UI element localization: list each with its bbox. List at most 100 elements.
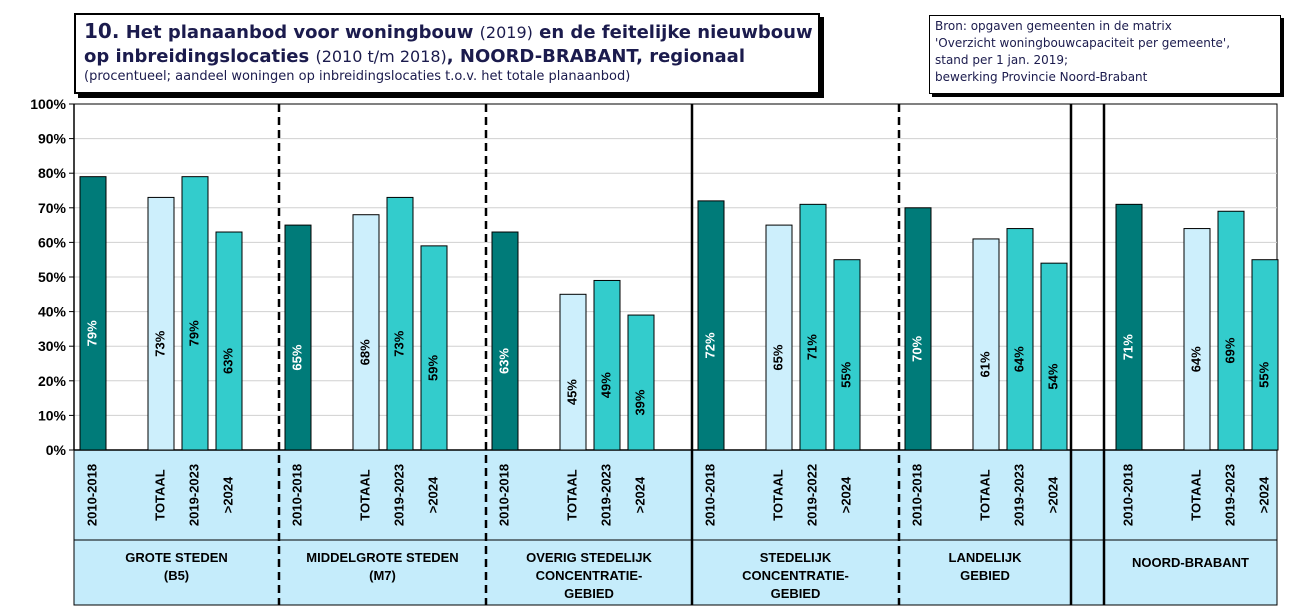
category-label: TOTAAL [770, 469, 785, 521]
category-label: 2010-2018 [702, 464, 717, 526]
category-label: >2024 [1045, 476, 1060, 513]
bar [386, 196, 414, 451]
title-line-1: 10. Het planaanbod voor woningbouw (2019… [84, 19, 813, 45]
bar-value-label: 61% [977, 351, 992, 377]
bar [352, 214, 380, 451]
bar [215, 231, 243, 451]
group-label: GROTE STEDEN [125, 550, 228, 565]
source-line: 'Overzicht woningbouwcapaciteit per geme… [935, 36, 1231, 50]
bar-value-label: 64% [1188, 346, 1203, 372]
y-tick-label: 90% [38, 131, 67, 147]
category-label: TOTAAL [152, 469, 167, 521]
group-label: (B5) [164, 568, 189, 583]
title-part-4: , NOORD-BRABANT, regionaal [446, 46, 746, 67]
category-label: TOTAAL [564, 469, 579, 521]
bar-value-label: 55% [838, 361, 853, 387]
y-tick-label: 40% [38, 304, 67, 320]
title-part-1: Het planaanbod voor woningbouw [125, 22, 474, 43]
bar [1040, 262, 1068, 451]
bar-value-label: 59% [425, 354, 440, 380]
category-label: 2019-2022 [804, 464, 819, 526]
y-tick-label: 80% [38, 165, 67, 181]
title-year-2: (2010 t/m 2018) [315, 47, 447, 66]
bar-value-label: 63% [496, 348, 511, 374]
group-label: GEBIED [771, 586, 821, 601]
group-label: MIDDELGROTE STEDEN [306, 550, 458, 565]
group-label: NOORD-BRABANT [1132, 555, 1249, 570]
title-line-2: op inbreidingslocaties (2010 t/m 2018), … [84, 45, 810, 69]
chart-subtitle: (procentueel; aandeel woningen op inbrei… [84, 69, 631, 84]
bar-value-label: 45% [564, 379, 579, 405]
y-tick-label: 0% [46, 442, 67, 458]
bar-value-label: 70% [909, 335, 924, 361]
category-label: >2024 [1256, 476, 1271, 513]
category-label: 2010-2018 [909, 464, 924, 526]
y-tick-label: 60% [38, 234, 67, 250]
title-part-3: op inbreidingslocaties [84, 46, 310, 67]
bar [559, 293, 587, 451]
bar [1183, 228, 1211, 451]
bar-value-label: 73% [152, 330, 167, 356]
group-label: CONCENTRATIE- [742, 568, 849, 583]
bar [79, 176, 107, 451]
source-line: stand per 1 jan. 2019; [935, 53, 1069, 67]
y-tick-label: 20% [38, 373, 67, 389]
bar [765, 224, 793, 451]
bar-value-label: 69% [1222, 337, 1237, 363]
category-label: 2019-2023 [1222, 464, 1237, 526]
bar [697, 200, 725, 451]
bar-value-label: 68% [357, 339, 372, 365]
bar [181, 176, 209, 451]
group-label: GEBIED [960, 568, 1010, 583]
bar [593, 279, 621, 451]
bar [1006, 228, 1034, 451]
category-label: 2010-2018 [496, 464, 511, 526]
bar-value-label: 79% [186, 320, 201, 346]
source-line: Bron: opgaven gemeenten in de matrix [935, 19, 1172, 33]
chart-number: 10. [84, 19, 120, 43]
category-label: 2010-2018 [289, 464, 304, 526]
bar [1115, 203, 1143, 451]
y-tick-label: 70% [38, 200, 67, 216]
category-label: 2019-2023 [391, 464, 406, 526]
bar [491, 231, 519, 451]
y-tick-label: 100% [30, 96, 66, 112]
chart-title-box: 10. Het planaanbod voor woningbouw (2019… [74, 13, 820, 94]
category-label: TOTAAL [1188, 469, 1203, 521]
bar [799, 203, 827, 451]
category-label: >2024 [632, 476, 647, 513]
title-year-1: (2019) [479, 23, 533, 42]
bar-value-label: 64% [1011, 346, 1026, 372]
category-label: 2019-2023 [186, 464, 201, 526]
bar-value-label: 79% [84, 320, 99, 346]
group-label: LANDELIJK [949, 550, 1023, 565]
bar [147, 196, 175, 451]
bar [904, 207, 932, 451]
y-tick-label: 10% [38, 407, 67, 423]
category-label: 2010-2018 [1120, 464, 1135, 526]
bar-value-label: 71% [804, 334, 819, 360]
category-label: >2024 [838, 476, 853, 513]
source-line: bewerking Provincie Noord-Brabant [935, 70, 1148, 84]
bar-value-label: 55% [1256, 361, 1271, 387]
group-label: STEDELIJK [760, 550, 832, 565]
bar-value-label: 54% [1045, 363, 1060, 389]
bar-value-label: 65% [289, 344, 304, 370]
bar [1251, 259, 1279, 451]
bar-value-label: 39% [632, 389, 647, 415]
bar-value-label: 73% [391, 330, 406, 356]
category-label: TOTAAL [357, 469, 372, 521]
category-label: 2019-2023 [1011, 464, 1026, 526]
bar-value-label: 71% [1120, 334, 1135, 360]
x-axis-panel [73, 449, 1278, 606]
title-part-2: en de feitelijke nieuwbouw [539, 22, 813, 43]
group-label: CONCENTRATIE- [536, 568, 643, 583]
category-label: 2019-2023 [598, 464, 613, 526]
bar [833, 259, 861, 451]
bar-value-label: 49% [598, 372, 613, 398]
bar [627, 314, 655, 451]
bar-value-label: 63% [220, 348, 235, 374]
category-label: >2024 [220, 476, 235, 513]
group-label: OVERIG STEDELIJK [526, 550, 652, 565]
